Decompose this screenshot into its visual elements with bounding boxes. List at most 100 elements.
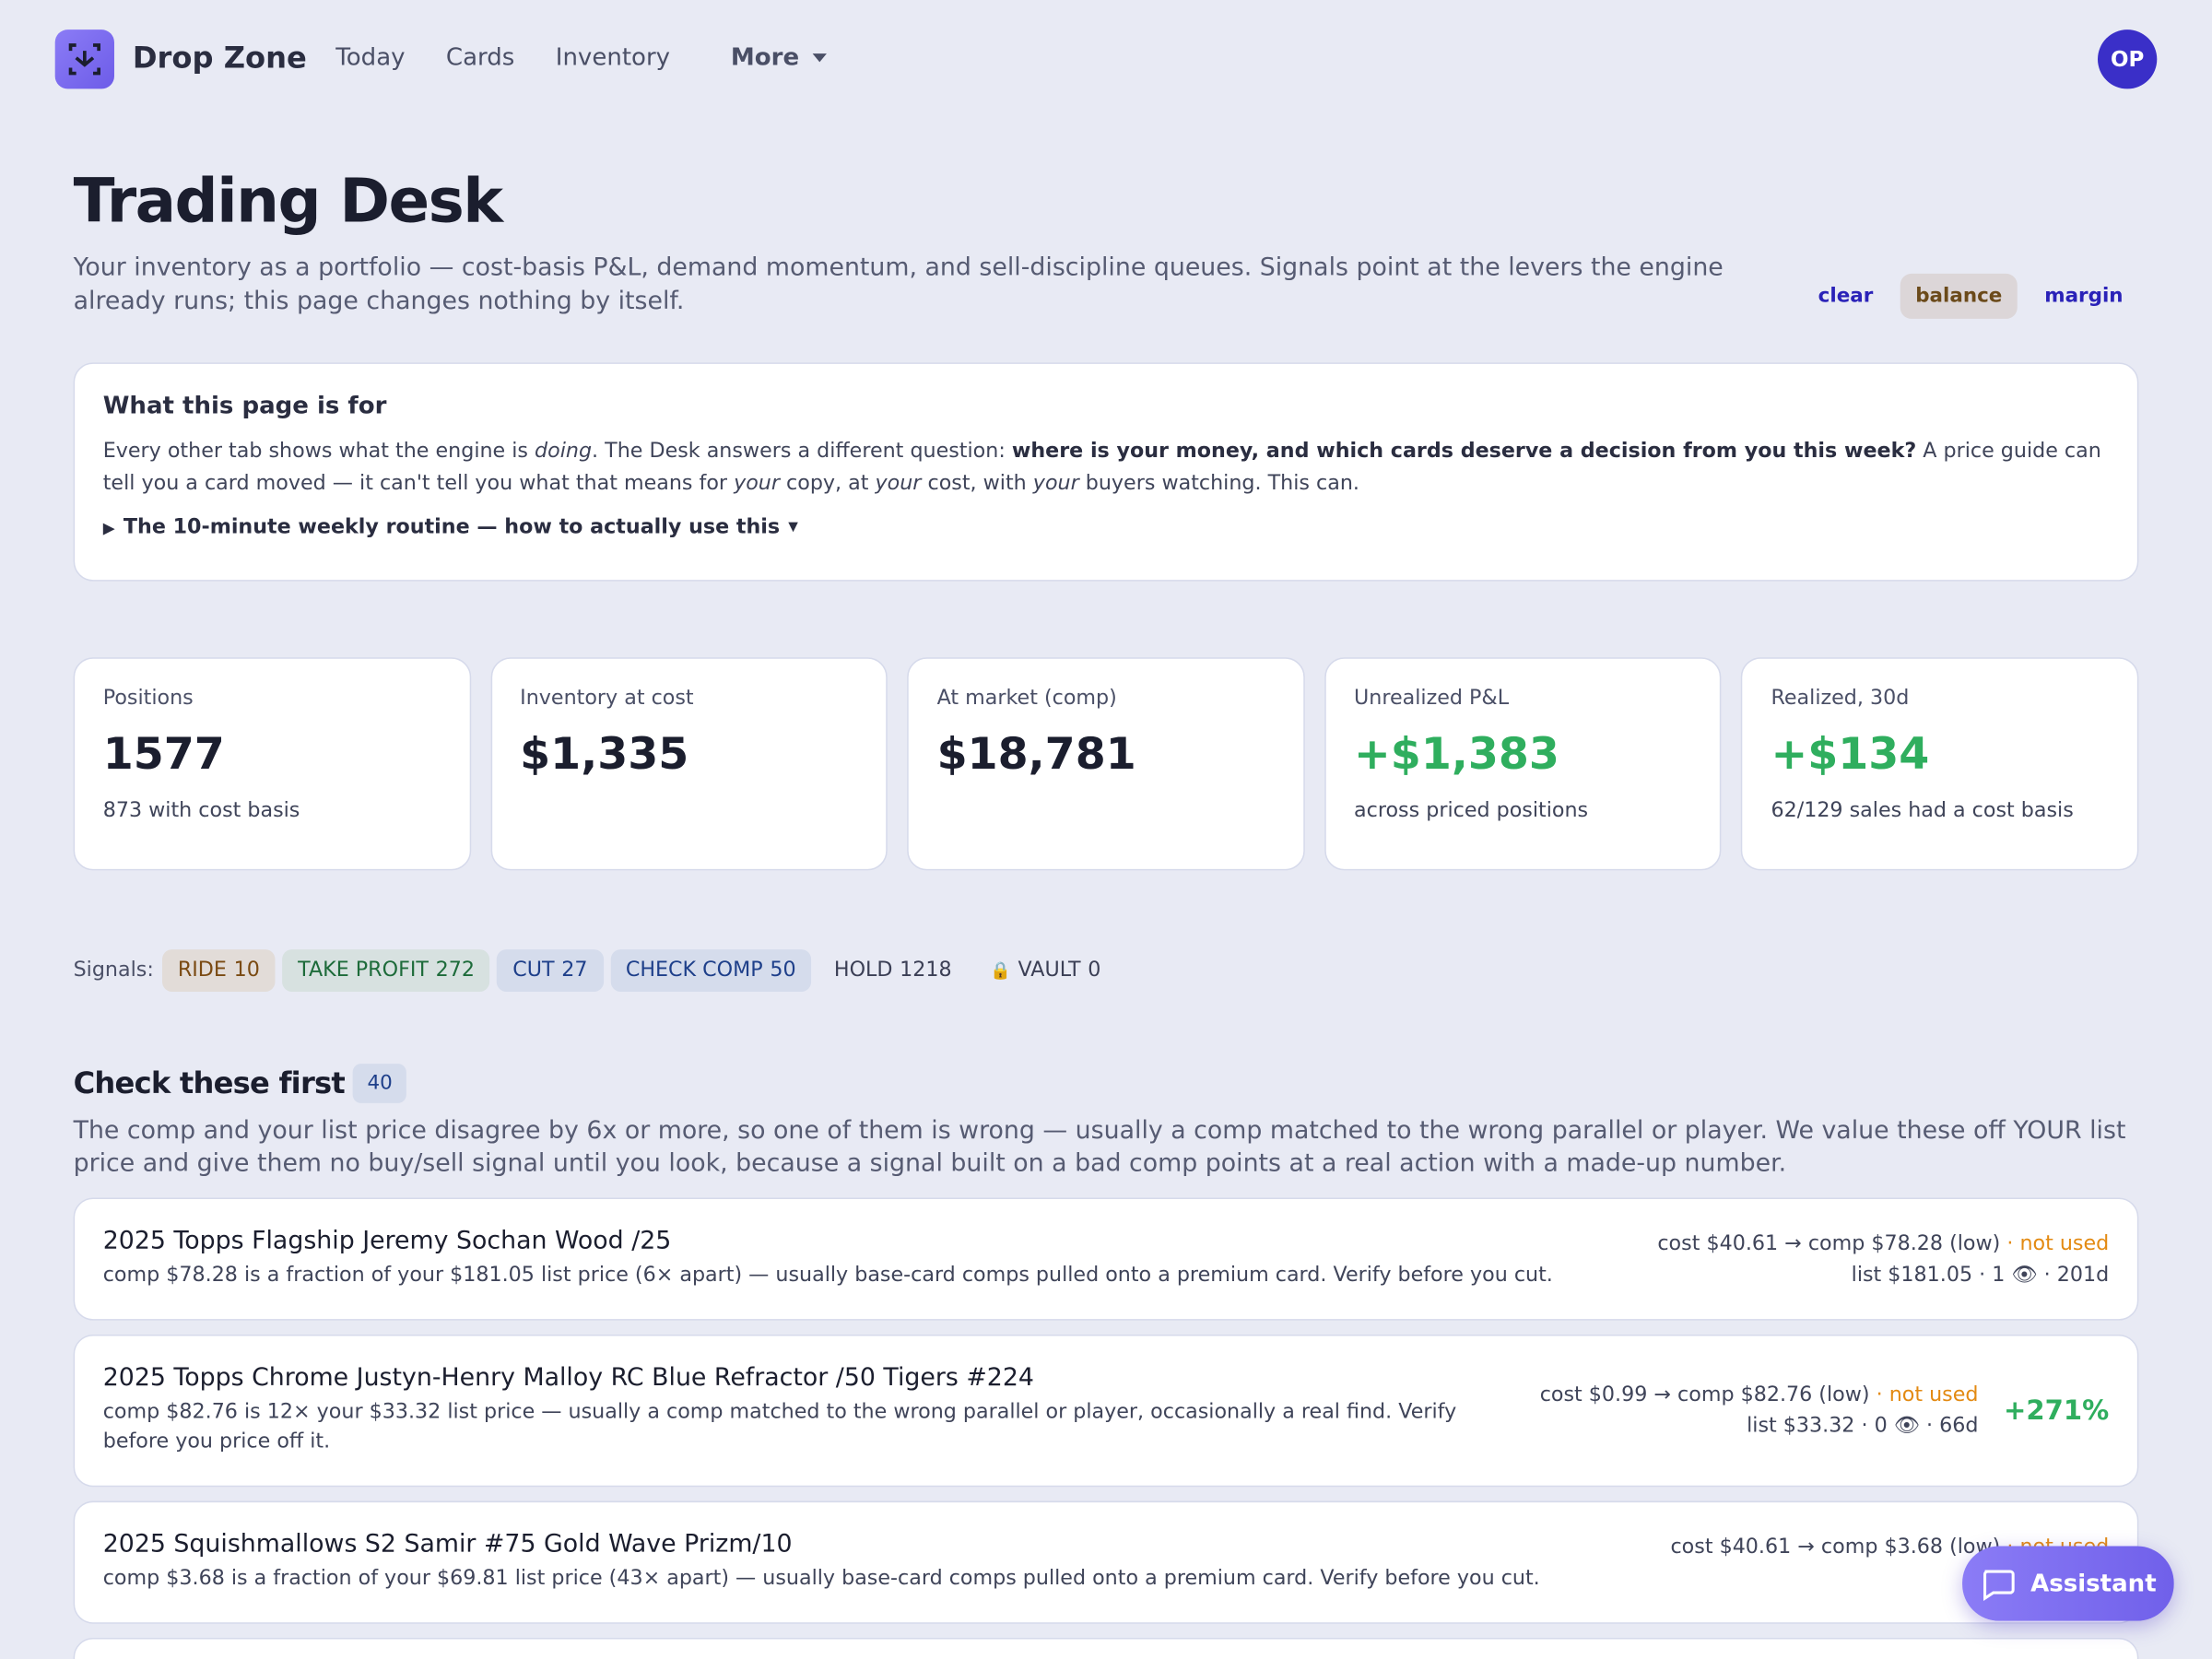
chat-icon xyxy=(1983,1569,2016,1601)
signal-name: CHECK COMP xyxy=(625,959,763,982)
stat-card: Positions 1577 873 with cost basis xyxy=(73,657,471,871)
signal-chip[interactable]: TAKE PROFIT 272 xyxy=(282,949,490,993)
intro-segment: your xyxy=(734,472,780,496)
stat-label: Inventory at cost xyxy=(520,687,694,710)
stat-value: 1577 xyxy=(102,729,225,781)
item-note: comp $3.68 is a fraction of your $69.81 … xyxy=(102,1567,1540,1590)
item-card[interactable]: 2025 Topps Chrome Justyn-Henry Malloy RC… xyxy=(73,1334,2139,1488)
item-prices: cost $40.61 → comp $78.28 (low) · not us… xyxy=(1657,1228,2109,1289)
intro-title: What this page is for xyxy=(102,392,387,421)
mode-option[interactable]: margin xyxy=(2044,285,2124,308)
item-card[interactable] xyxy=(73,1638,2139,1659)
nav-link[interactable]: Today xyxy=(335,43,406,73)
price-text: cost $40.61 → comp $78.28 (low) xyxy=(1657,1231,2001,1255)
item-card[interactable]: 2025 Squishmallows S2 Samir #75 Gold Wav… xyxy=(73,1500,2139,1624)
signal-count: 50 xyxy=(770,959,796,982)
signal-name: TAKE PROFIT xyxy=(298,959,429,982)
mode-toggle: clear balance margin xyxy=(1803,273,2139,319)
list-line: list $181.05 · 1 👁 · 201d xyxy=(1657,1259,2110,1290)
items-list: 2025 Topps Flagship Jeremy Sochan Wood /… xyxy=(73,1197,2139,1659)
signal-name: HOLD xyxy=(833,959,893,982)
intro-segment: doing xyxy=(535,440,593,464)
stat-card: At market (comp) $18,781 xyxy=(907,657,1305,871)
watch-icon: 👁 xyxy=(1887,1415,1927,1438)
intro-segment: . The Desk answers a different question: xyxy=(592,440,1012,464)
item-note: comp $82.76 is 12× your $33.32 list pric… xyxy=(102,1400,1457,1453)
intro-segment: buyers watching. This can. xyxy=(1078,472,1359,496)
signal-chip[interactable]: HOLD 1218 xyxy=(818,949,967,992)
assistant-label: Assistant xyxy=(2030,1569,2157,1598)
stat-card: Realized, 30d +$134 62/129 sales had a cos… xyxy=(1741,657,2139,871)
signal-chip[interactable]: RIDE 10 xyxy=(161,949,276,993)
intro-segment: your xyxy=(875,472,922,496)
intro-card: What this page is for Every other tab sh… xyxy=(73,362,2139,582)
price-line: cost $0.99 → comp $82.76 (low) · not use… xyxy=(1540,1380,1979,1411)
intro-segment: copy, at xyxy=(779,472,876,496)
item-change: +271% xyxy=(2004,1394,2110,1427)
separator: · xyxy=(2000,1231,2020,1255)
nav-links: Today Cards Inventory xyxy=(335,43,670,72)
assistant-button[interactable]: Assistant xyxy=(1962,1546,2174,1621)
stat-label: Positions xyxy=(102,687,194,710)
signal-name: RIDE xyxy=(177,959,227,982)
logo[interactable] xyxy=(54,29,114,89)
caret: ▼ xyxy=(788,520,798,535)
price-text: cost $40.61 → comp $3.68 (low) xyxy=(1670,1535,2001,1559)
section-description: The comp and your list price disagree by… xyxy=(73,1117,2126,1179)
item-title: 2025 Topps Chrome Justyn-Henry Malloy RC… xyxy=(102,1364,1034,1393)
item-main: 2025 Topps Flagship Jeremy Sochan Wood /… xyxy=(103,1228,1632,1291)
stat-value: $18,781 xyxy=(936,729,1136,781)
routine-label: The 10-minute weekly routine — how to ac… xyxy=(123,516,781,539)
signals-bar: Signals: RIDE 10 TAKE PROFIT 272 CUT 27 CHECK C… xyxy=(73,949,1117,993)
nav-link[interactable]: Cards xyxy=(445,43,515,73)
signal-chip[interactable]: 🔒 VAULT 0 xyxy=(974,949,1116,992)
more-menu[interactable]: More xyxy=(731,43,828,72)
price-text: cost $0.99 → comp $82.76 (low) xyxy=(1539,1383,1870,1407)
item-prices: cost $0.99 → comp $82.76 (low) · not use… xyxy=(1540,1380,1979,1441)
item-main: 2025 Squishmallows S2 Samir #75 Gold Wav… xyxy=(103,1531,1645,1594)
list-text: list $33.32 · 0 xyxy=(1747,1415,1888,1438)
list-line: list $33.32 · 0 👁 · 66d xyxy=(1540,1411,1979,1442)
comp-status: not used xyxy=(1888,1383,1979,1407)
signals-label: Signals: xyxy=(73,959,154,982)
intro-segment: cost, with xyxy=(921,472,1033,496)
caret xyxy=(811,53,827,63)
age: · 201d xyxy=(2043,1263,2110,1287)
signal-count: 10 xyxy=(233,959,260,982)
stats-row: Positions 1577 873 with cost basis Inventor… xyxy=(73,657,2139,871)
stat-label: Realized, 30d xyxy=(1771,687,1910,710)
avatar[interactable]: OP xyxy=(2098,29,2158,89)
intro-segment: your xyxy=(1032,472,1079,496)
section-header: Check these first 40 xyxy=(74,1064,407,1103)
signal-name: VAULT xyxy=(1018,959,1081,982)
signal-chip[interactable]: CHECK COMP 50 xyxy=(610,949,812,993)
watch-icon: 👁 xyxy=(2005,1263,2044,1287)
intro-segment: Every other tab shows what the engine is xyxy=(102,440,535,464)
item-card[interactable]: 2025 Topps Flagship Jeremy Sochan Wood /… xyxy=(73,1197,2139,1321)
stat-sub: 62/129 sales had a cost basis xyxy=(1771,799,2074,823)
page-title: Trading Desk xyxy=(73,166,503,238)
stat-card: Inventory at cost $1,335 xyxy=(490,657,888,871)
mode-option[interactable]: clear xyxy=(1818,285,1874,308)
routine-toggle[interactable]: ▶ The 10-minute weekly routine — how to a… xyxy=(103,516,2110,538)
item-main: 2025 Topps Chrome Justyn-Henry Malloy RC… xyxy=(103,1364,1514,1457)
more[interactable]: More xyxy=(730,43,800,73)
age: · 66d xyxy=(1926,1415,1979,1438)
disclosure: ▶ xyxy=(102,518,115,537)
nav-link[interactable]: Inventory xyxy=(555,43,671,73)
signal-chip[interactable]: CUT 27 xyxy=(497,949,604,993)
stat-label: At market (comp) xyxy=(936,687,1117,710)
separator: · xyxy=(1869,1383,1889,1407)
signal-count: 27 xyxy=(561,959,588,982)
stat-value: +$1,383 xyxy=(1354,729,1559,781)
mode-option[interactable]: balance xyxy=(1900,273,2018,319)
stat-sub: 873 with cost basis xyxy=(102,799,300,823)
item-title: 2025 Squishmallows S2 Samir #75 Gold Wav… xyxy=(102,1530,793,1559)
stat-value: +$134 xyxy=(1771,729,1930,781)
stat-value: $1,335 xyxy=(520,729,689,781)
signal-name: CUT xyxy=(512,959,555,982)
signal-count: 272 xyxy=(435,959,475,982)
brand[interactable]: Drop Zone xyxy=(132,41,307,76)
intro-segment: A price guide can tell you a card moved … xyxy=(102,440,2101,496)
